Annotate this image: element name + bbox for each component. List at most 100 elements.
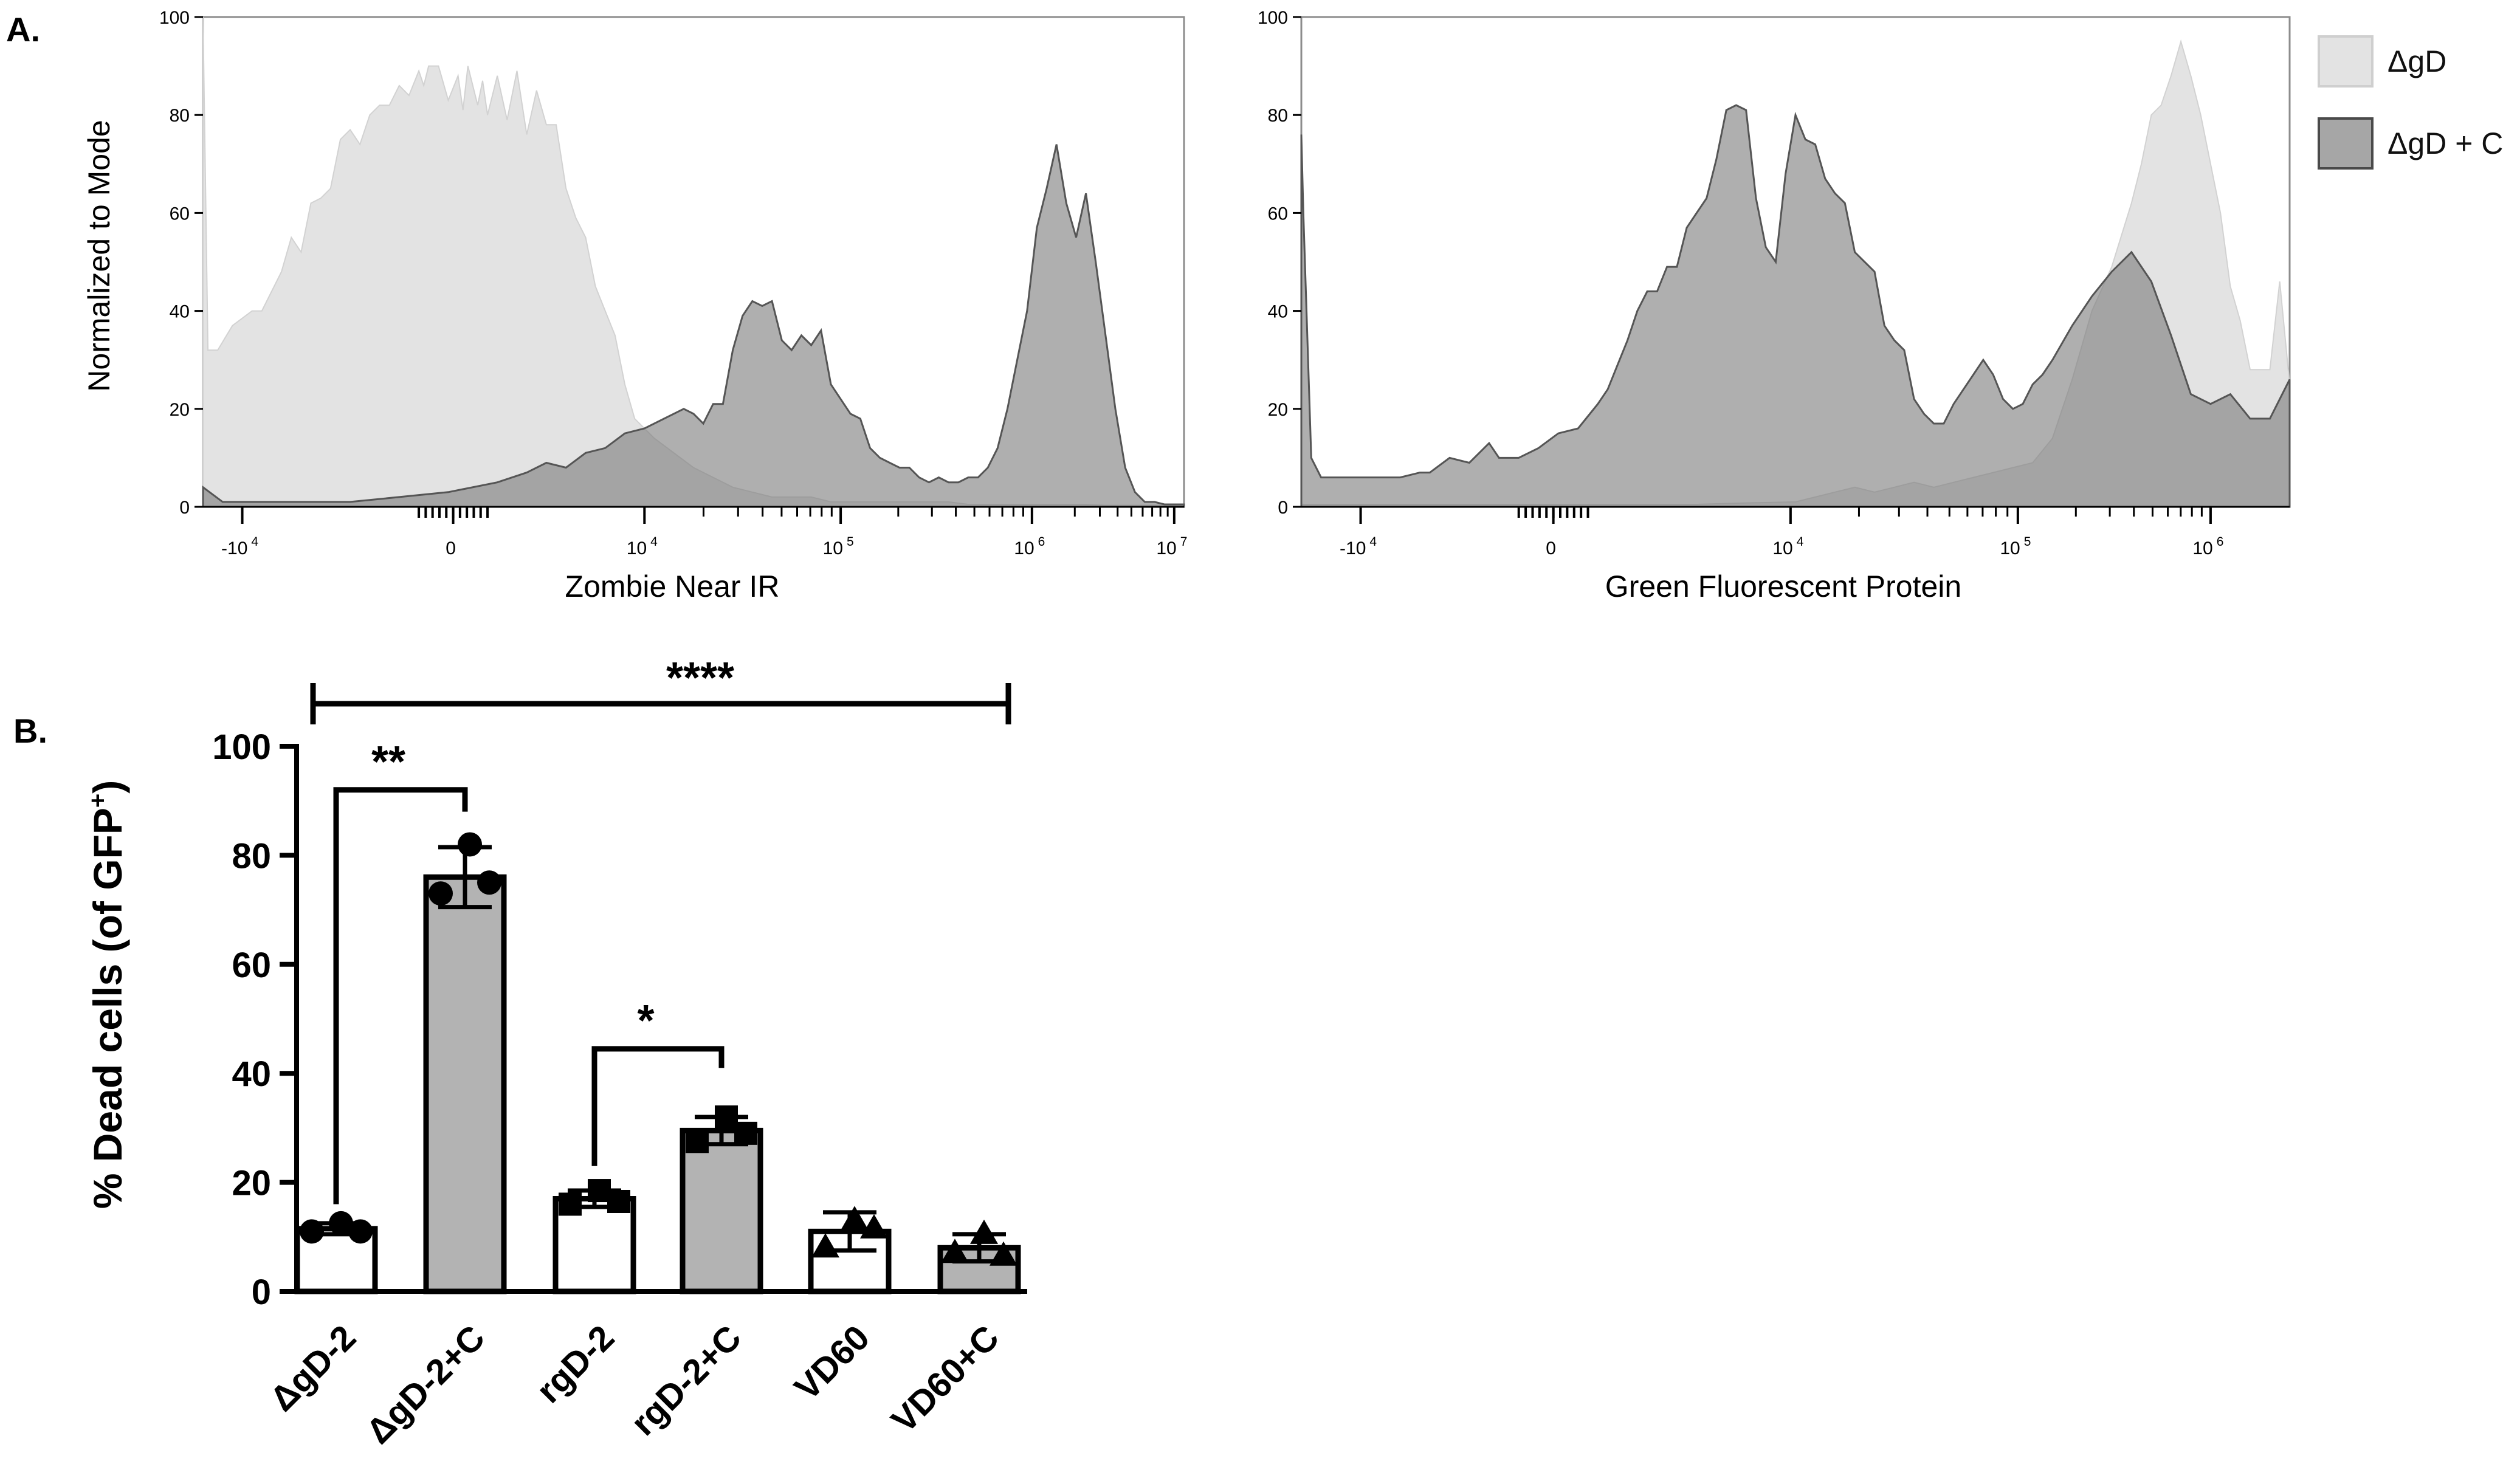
y-axis-label-main: % Dead cells (of GFP [85, 808, 130, 1209]
x-tick-base: 10 [1156, 538, 1176, 558]
x-tick-label: 0 [446, 538, 456, 558]
y-tick-label: 100 [159, 8, 190, 28]
x-category-label: ΔgD-2+C [359, 1318, 492, 1451]
y-tick-label: 80 [1268, 106, 1288, 126]
y-tick-label: 20 [1268, 400, 1288, 420]
data-point [477, 870, 501, 895]
x-tick-label: 10 5 [823, 535, 854, 558]
bar-chart-dead-cells: 0 20 40 60 80 100 % Dead cells (of GFP+) ΔgD-2Δ… [84, 654, 1027, 1451]
x-category-label: rgD-2+C [624, 1318, 749, 1443]
data-point [329, 1211, 353, 1235]
significance-bracket [591, 1046, 725, 1166]
y-tick-label: 60 [170, 204, 190, 224]
bar-2 [423, 874, 507, 1294]
significance-label: * [637, 997, 654, 1045]
x-axis-label: Green Fluorescent Protein [1605, 569, 1961, 603]
legend-swatch [2318, 117, 2374, 170]
x-tick-exponent: 4 [251, 535, 258, 549]
data-point [607, 1189, 630, 1213]
y-axis-label-close: ) [85, 780, 130, 794]
data-point [841, 1206, 869, 1231]
x-tick-base: 0 [1546, 538, 1556, 558]
x-tick-exponent: 4 [650, 535, 658, 549]
y-tick-label: 100 [1258, 8, 1288, 28]
significance-label: ** [371, 738, 405, 786]
data-point [811, 1233, 839, 1258]
x-tick-label: 0 [1546, 538, 1556, 558]
significance-label: **** [666, 654, 734, 703]
y-tick-label: 0 [1278, 498, 1288, 518]
x-tick-exponent: 5 [847, 535, 854, 549]
x-tick-label: 10 6 [1014, 535, 1045, 558]
y-tick-label: 40 [232, 1054, 271, 1094]
x-tick-exponent: 4 [1369, 535, 1377, 549]
legend: ΔgD ΔgD + C [2318, 35, 2503, 170]
y-tick-label: 80 [170, 106, 190, 126]
y-tick-label: 40 [170, 302, 190, 322]
y-tick-label: 60 [1268, 204, 1288, 224]
x-tick-exponent: 4 [1797, 535, 1804, 549]
x-tick-label: -10 4 [1340, 535, 1377, 558]
y-tick-label: 0 [179, 498, 190, 518]
x-tick-exponent: 6 [2217, 535, 2224, 549]
x-tick-base: 10 [1014, 538, 1034, 558]
data-point [429, 881, 453, 906]
x-tick-label: 10 4 [1772, 535, 1803, 558]
data-point [588, 1179, 611, 1203]
x-tick-exponent: 7 [1180, 535, 1188, 549]
legend-label: ΔgD + C [2387, 126, 2503, 160]
y-axis-label: Normalized to Mode [82, 120, 116, 391]
y-tick-label: 20 [170, 400, 190, 420]
y-tick-label: 80 [232, 836, 271, 876]
x-tick-exponent: 5 [2024, 535, 2031, 549]
x-tick-base: 10 [2000, 538, 2020, 558]
histogram-series-2 [1300, 104, 2291, 508]
y-tick-label: 0 [252, 1273, 271, 1312]
x-category-label: ΔgD-2 [263, 1318, 364, 1419]
data-point [559, 1192, 582, 1216]
x-tick-base: 10 [627, 538, 647, 558]
data-point [860, 1214, 888, 1239]
bar-4 [680, 1127, 763, 1294]
x-tick-label: 10 4 [627, 535, 658, 558]
x-tick-exponent: 6 [1038, 535, 1045, 549]
data-point [970, 1219, 998, 1244]
data-point [941, 1239, 969, 1263]
x-tick-base: 0 [446, 538, 456, 558]
x-tick-base: 10 [2192, 538, 2212, 558]
data-point [348, 1219, 373, 1244]
x-category-label: VD60 [787, 1318, 878, 1408]
x-tick-base: -10 [1340, 538, 1366, 558]
significance-bracket [333, 787, 468, 1204]
x-tick-label: 10 7 [1156, 535, 1187, 558]
data-point [300, 1219, 324, 1244]
data-point [734, 1121, 757, 1145]
x-tick-label: 10 5 [2000, 535, 2031, 558]
x-tick-base: 10 [823, 538, 843, 558]
x-category-label: VD60+C [884, 1318, 1007, 1440]
x-tick-label: 10 6 [2192, 535, 2223, 558]
data-point [990, 1241, 1017, 1266]
data-point [458, 832, 482, 857]
panel-label-b: B. [13, 712, 47, 750]
data-point [686, 1130, 709, 1153]
y-axis-label-superscript: + [84, 794, 111, 808]
histogram-series-2 [202, 144, 1185, 508]
legend-swatch [2318, 35, 2374, 88]
x-axis-label: Zombie Near IR [565, 569, 780, 603]
y-tick-label: 20 [232, 1164, 271, 1203]
y-tick-label: 60 [232, 946, 271, 985]
legend-label: ΔgD [2387, 44, 2446, 78]
x-tick-base: 10 [1772, 538, 1792, 558]
panel-label-a: A. [6, 10, 40, 49]
data-point [715, 1105, 738, 1129]
x-tick-base: -10 [221, 538, 247, 558]
y-tick-label: 40 [1268, 302, 1288, 322]
x-category-label: rgD-2 [529, 1318, 622, 1411]
y-axis-label: % Dead cells (of GFP+) [84, 780, 130, 1209]
y-tick-label: 100 [212, 727, 271, 767]
x-tick-label: -10 4 [221, 535, 258, 558]
